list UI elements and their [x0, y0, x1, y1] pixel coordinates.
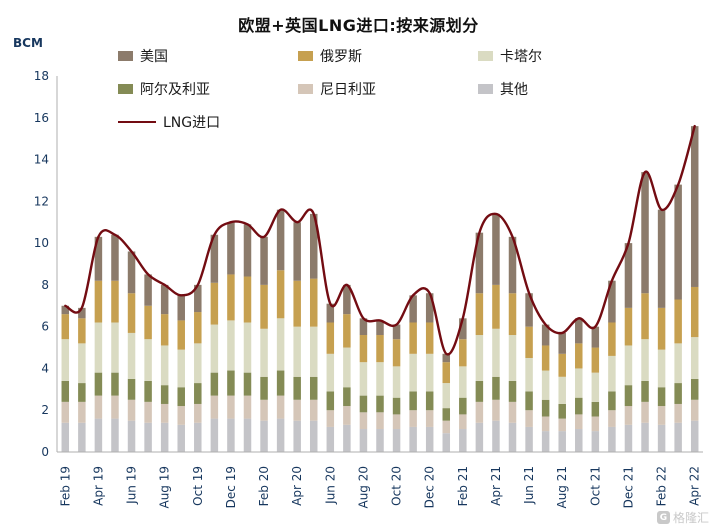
svg-text:Aug 21: Aug 21 — [555, 466, 569, 509]
algeria-swatch-icon — [118, 84, 133, 94]
svg-text:4: 4 — [41, 361, 49, 375]
svg-text:Oct 20: Oct 20 — [390, 466, 404, 506]
legend-item-lng-line: LNG进口 — [118, 112, 298, 132]
svg-text:Dec 19: Dec 19 — [224, 466, 238, 508]
legend-label-nigeria: 尼日利亚 — [320, 82, 376, 98]
x-axis-labels: Feb 19 Apr 19 Jun 19 Aug 19 Oct 19 Dec 19 Feb … — [58, 466, 701, 509]
svg-text:Feb 19: Feb 19 — [58, 466, 72, 506]
y-axis-labels: 0 2 4 6 8 10 12 14 16 18 — [34, 69, 49, 459]
legend-item-algeria: 阿尔及利亚 — [118, 79, 298, 99]
svg-text:Apr 20: Apr 20 — [290, 466, 304, 506]
us-swatch-icon — [118, 51, 133, 61]
svg-text:Apr 19: Apr 19 — [91, 466, 105, 506]
legend: 美国 俄罗斯 卡塔尔 阿尔及利亚 尼日利亚 其他 LNG进口 — [118, 46, 658, 132]
gelonghui-logo-icon: G — [656, 511, 670, 524]
lng-line-swatch-icon — [118, 121, 156, 123]
legend-label-algeria: 阿尔及利亚 — [140, 82, 210, 98]
svg-text:0: 0 — [41, 445, 49, 459]
svg-text:10: 10 — [34, 236, 49, 250]
svg-text:Aug 20: Aug 20 — [356, 466, 370, 509]
nigeria-swatch-icon — [298, 84, 313, 94]
svg-text:8: 8 — [41, 278, 49, 292]
svg-text:Dec 20: Dec 20 — [423, 466, 437, 508]
legend-label-other: 其他 — [500, 82, 528, 98]
svg-text:Jun 20: Jun 20 — [323, 466, 337, 505]
svg-text:Jun 19: Jun 19 — [125, 466, 139, 505]
svg-text:2: 2 — [41, 403, 49, 417]
svg-text:Oct 19: Oct 19 — [191, 466, 205, 506]
legend-item-qatar: 卡塔尔 — [478, 46, 658, 66]
svg-text:Aug 19: Aug 19 — [158, 466, 172, 509]
legend-label-russia: 俄罗斯 — [320, 49, 362, 65]
legend-item-russia: 俄罗斯 — [298, 46, 478, 66]
bars-layer — [61, 126, 699, 452]
svg-text:18: 18 — [34, 69, 49, 83]
y-axis-unit-label: BCM — [13, 36, 43, 50]
lng-imports-line — [64, 124, 696, 356]
legend-label-lng-line: LNG进口 — [163, 115, 221, 131]
axes — [56, 76, 703, 453]
qatar-swatch-icon — [478, 51, 493, 61]
russia-swatch-icon — [298, 51, 313, 61]
legend-item-nigeria: 尼日利亚 — [298, 79, 478, 99]
legend-item-us: 美国 — [118, 46, 298, 66]
legend-label-us: 美国 — [140, 49, 168, 65]
svg-text:12: 12 — [34, 194, 49, 208]
svg-text:Dec 21: Dec 21 — [622, 466, 636, 508]
svg-text:Feb 20: Feb 20 — [257, 466, 271, 506]
svg-text:Jun 21: Jun 21 — [522, 466, 536, 505]
other-swatch-icon — [478, 84, 493, 94]
legend-item-other: 其他 — [478, 79, 658, 99]
svg-text:14: 14 — [34, 153, 49, 167]
svg-text:16: 16 — [34, 111, 49, 125]
svg-text:Apr 21: Apr 21 — [489, 466, 503, 506]
svg-text:6: 6 — [41, 320, 49, 334]
svg-text:Feb 21: Feb 21 — [456, 466, 470, 506]
watermark-text: 格隆汇 — [672, 511, 709, 525]
legend-label-qatar: 卡塔尔 — [500, 49, 542, 65]
chart-title: 欧盟+英国LNG进口:按来源划分 — [238, 16, 479, 35]
svg-text:Apr 22: Apr 22 — [688, 466, 702, 506]
watermark: G 格隆汇 — [656, 509, 709, 526]
svg-text:Oct 21: Oct 21 — [588, 466, 602, 506]
svg-text:Feb 22: Feb 22 — [655, 466, 669, 506]
